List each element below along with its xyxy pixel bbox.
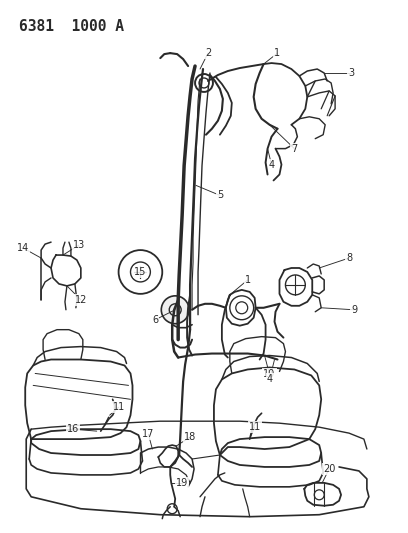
Text: 20: 20 xyxy=(323,464,335,474)
Text: 7: 7 xyxy=(291,143,297,154)
Text: 10: 10 xyxy=(264,369,276,379)
Text: 12: 12 xyxy=(75,295,87,305)
Text: 18: 18 xyxy=(184,432,196,442)
Text: 11: 11 xyxy=(113,402,125,412)
Text: 19: 19 xyxy=(176,478,188,488)
Text: 13: 13 xyxy=(73,240,85,250)
Text: 16: 16 xyxy=(67,424,79,434)
Text: 17: 17 xyxy=(142,429,155,439)
Text: 1: 1 xyxy=(245,275,251,285)
Text: 6: 6 xyxy=(152,314,158,325)
Text: 2: 2 xyxy=(205,48,211,58)
Text: 15: 15 xyxy=(134,267,146,277)
Text: 14: 14 xyxy=(17,243,29,253)
Text: 1: 1 xyxy=(275,48,281,58)
Text: 11: 11 xyxy=(248,422,261,432)
Text: 4: 4 xyxy=(266,374,273,384)
Text: 6381  1000 A: 6381 1000 A xyxy=(19,19,124,34)
Text: 3: 3 xyxy=(348,68,354,78)
Text: 5: 5 xyxy=(217,190,223,200)
Circle shape xyxy=(161,296,189,324)
Text: 8: 8 xyxy=(346,253,352,263)
Text: 4: 4 xyxy=(268,159,275,169)
Text: 9: 9 xyxy=(351,305,357,315)
